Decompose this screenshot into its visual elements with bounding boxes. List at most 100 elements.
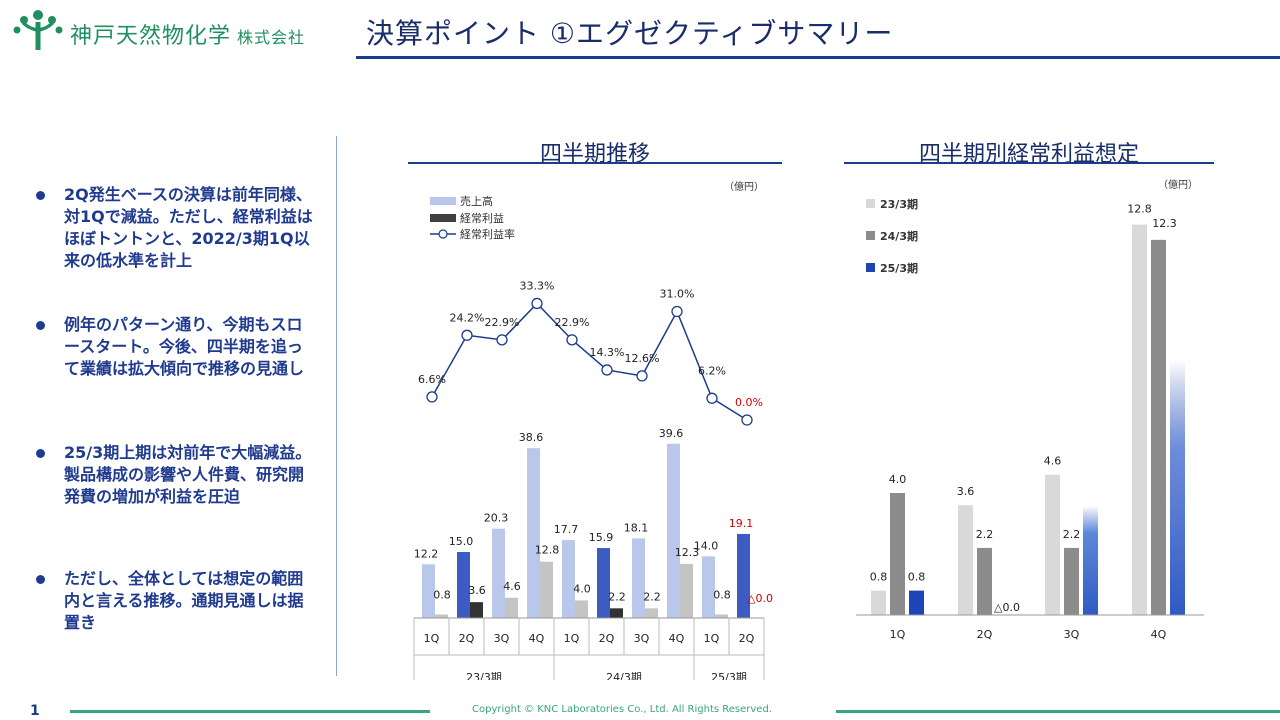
profit-label: 2.2 (643, 590, 661, 603)
profit-bar (435, 614, 448, 618)
sales-bar (737, 533, 750, 618)
bullet-dot (36, 191, 45, 200)
x-tick-label: 2Q (599, 632, 615, 645)
value-label: 4.6 (1044, 455, 1062, 468)
leaf-logo-icon (13, 10, 63, 50)
sales-label: 15.9 (589, 531, 614, 544)
margin-point (741, 414, 753, 426)
margin-label: 6.2% (698, 364, 726, 377)
sales-label: 17.7 (554, 523, 579, 536)
legend-swatch (866, 199, 875, 208)
legend-swatch (866, 263, 875, 272)
chart1-title-rule (408, 162, 782, 164)
profit-bar (680, 563, 693, 618)
legend-label: 23/3期 (880, 197, 918, 211)
legend-swatch-ordinary-profit (430, 214, 456, 222)
sales-label: 38.6 (519, 431, 544, 444)
profit-label: 2.2 (608, 590, 626, 603)
x-tick-label: 4Q (669, 632, 685, 645)
bullet-text: ただし、全体としては想定の範囲内と言える推移。通期見通しは据置き (64, 569, 304, 632)
x-tick-label: 1Q (890, 628, 906, 641)
value-label: 0.8 (870, 571, 888, 584)
margin-label: 12.6% (625, 352, 660, 365)
value-label: 3.6 (957, 485, 975, 498)
sales-bar (562, 540, 575, 618)
value-label: 2.2 (1063, 528, 1081, 541)
profit-label: 12.3 (675, 546, 700, 559)
value-label: 2.2 (976, 528, 994, 541)
bullet-dot (36, 575, 45, 584)
x-tick-label: 2Q (739, 632, 755, 645)
legend-label-sales: 売上高 (460, 194, 493, 208)
margin-point (601, 364, 613, 376)
margin-label: 14.3% (590, 346, 625, 359)
x-tick-label: 1Q (704, 632, 720, 645)
forecast-bar-4q (1170, 360, 1185, 615)
legend-label-ordinary-profit: 経常利益 (460, 211, 504, 225)
margin-label: 33.3% (520, 279, 555, 292)
profit-label: 0.8 (713, 588, 731, 601)
sales-bar (492, 528, 505, 618)
profit-label: 4.0 (573, 582, 591, 595)
profit-bar (909, 590, 924, 615)
profit-label: 4.6 (503, 580, 521, 593)
page-number: 1 (30, 703, 40, 719)
sales-label: 15.0 (449, 535, 474, 548)
quarterly-ordinary-profit-chart: （億円） 23/3期 24/3期 25/3期 0.8 4.0 0.8 3.6 2.2 △0.0… (856, 178, 1204, 641)
profit-bar (871, 590, 886, 615)
legend-swatch (866, 231, 875, 240)
title-underline (356, 56, 1280, 59)
legend-marker-margin (438, 229, 448, 239)
profit-bar (645, 608, 658, 618)
sales-bar (632, 538, 645, 618)
copyright-text: Copyright © KNC Laboratories Co., Ltd. A… (472, 704, 772, 715)
value-label: 12.8 (1127, 203, 1152, 216)
bullet-text: 2Q発生ベースの決算は前年同様、対1Qで減益。ただし、経常利益はほぼトントンと、… (64, 185, 313, 270)
x-tick-label: 2Q (459, 632, 475, 645)
margin-label: 22.9% (555, 316, 590, 329)
group-label: 24/3期 (606, 671, 642, 680)
profit-bar (1064, 547, 1079, 615)
company-logo: 神戸天然物化学 株式会社 (12, 8, 342, 52)
profit-bar (958, 505, 973, 615)
bullet-item: 25/3期上期は対前年で大幅減益。製品構成の影響や人件費、研究開発費の増加が利益… (36, 442, 316, 508)
margin-label: 6.6% (418, 373, 446, 386)
profit-label: 0.8 (433, 588, 451, 601)
sales-bar (597, 548, 610, 618)
margin-label: 24.2% (450, 311, 485, 324)
x-tick-label: 4Q (529, 632, 545, 645)
margin-point (496, 334, 508, 346)
footer-rule-right (836, 710, 1280, 713)
sales-label: 19.1 (729, 517, 754, 530)
x-tick-label: 3Q (634, 632, 650, 645)
x-tick-label: 3Q (1064, 628, 1080, 641)
quarterly-trend-chart: （億円） 売上高 経常利益 経常利益率 12.2 0.8 15.0 3.6 20.3 4.… (413, 180, 773, 680)
profit-label: 3.6 (468, 584, 486, 597)
chart2-unit: （億円） (1158, 178, 1198, 191)
value-label: △0.0 (994, 601, 1020, 614)
margin-point (461, 329, 473, 341)
profit-bar (470, 602, 483, 618)
bullet-text: 25/3期上期は対前年で大幅減益。製品構成の影響や人件費、研究開発費の増加が利益… (64, 443, 312, 506)
sales-label: 39.6 (659, 427, 684, 440)
page-title: 決算ポイント ①エグゼクティブサマリー (366, 17, 894, 50)
profit-bar (575, 600, 588, 618)
chart1-unit: （億円） (724, 180, 764, 193)
value-label: 4.0 (889, 473, 907, 486)
x-tick-label: 4Q (1151, 628, 1167, 641)
legend-label-margin: 経常利益率 (460, 227, 515, 241)
profit-bar (890, 493, 905, 615)
bullet-dot (36, 321, 45, 330)
group-label: 25/3期 (711, 671, 747, 680)
footer-rule-left (70, 710, 430, 713)
sales-bar (667, 443, 680, 618)
profit-bar (1045, 474, 1060, 615)
margin-point (636, 370, 648, 382)
profit-bar (1132, 224, 1147, 615)
value-label: 0.8 (908, 571, 926, 584)
bullet-dot (36, 449, 45, 458)
margin-point (566, 334, 578, 346)
profit-bar (977, 547, 992, 615)
margin-point (706, 392, 718, 404)
value-label: 12.3 (1152, 217, 1177, 230)
